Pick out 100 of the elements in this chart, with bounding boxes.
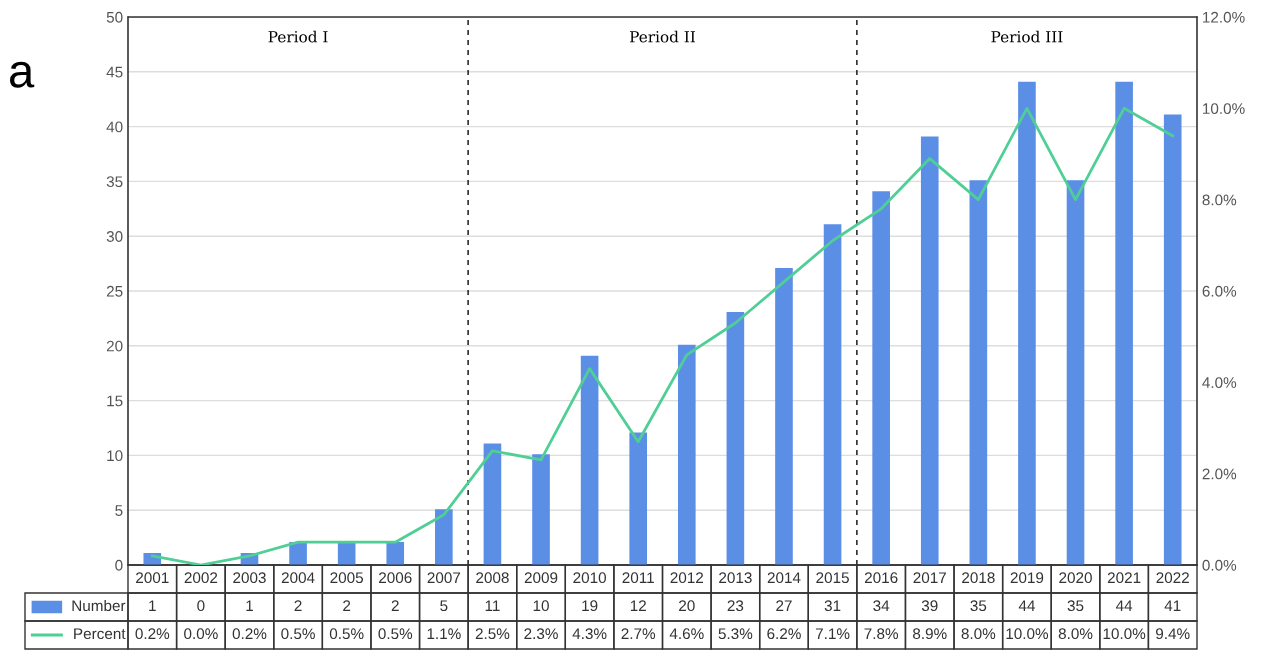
data-label: 34 xyxy=(873,600,890,612)
bar xyxy=(532,454,550,565)
data-label: 27 xyxy=(776,600,792,611)
data-label: 2 xyxy=(391,600,399,611)
x-tick-label: 2009 xyxy=(524,572,558,584)
x-tick-label: 2007 xyxy=(427,572,461,584)
data-label: 2.5% xyxy=(475,628,510,640)
x-tick-label: 2013 xyxy=(719,572,752,584)
x-tick-label: 2019 xyxy=(1010,572,1044,584)
x-tick-label: 2014 xyxy=(767,572,801,584)
data-label: 4.6% xyxy=(669,628,704,640)
data-label: 35 xyxy=(1067,600,1084,612)
line-series xyxy=(150,106,1175,565)
data-label: 20 xyxy=(679,600,695,612)
data-label: 10 xyxy=(533,600,549,612)
x-tick-label: 2022 xyxy=(1156,572,1189,584)
bar xyxy=(775,268,793,565)
data-label: 39 xyxy=(921,600,938,612)
y-tick-label: 40 xyxy=(106,121,123,133)
data-label: 6.2% xyxy=(767,628,801,640)
data-label: 19 xyxy=(582,600,598,612)
x-tick-label: 2006 xyxy=(379,572,412,584)
y-tick-label: 20 xyxy=(106,340,123,352)
data-label: 0.2% xyxy=(232,628,267,640)
text: a xyxy=(10,61,35,88)
bar xyxy=(1066,180,1085,565)
x-tick-label: 2005 xyxy=(330,572,364,584)
x-tick-label: 2010 xyxy=(573,572,607,584)
bar xyxy=(920,136,939,565)
x-tick-label: 2011 xyxy=(622,572,654,584)
bar xyxy=(629,432,648,565)
annotation: Period III xyxy=(991,30,1063,43)
data-label: 0.0% xyxy=(184,628,218,640)
data-label: 2.3% xyxy=(524,628,558,640)
data-label: 1 xyxy=(149,600,156,611)
y2-tick-label: 2.0% xyxy=(1202,468,1237,480)
data-label: 0.5% xyxy=(281,628,315,640)
data-label: 0.5% xyxy=(378,628,413,640)
x-tick-label: 2017 xyxy=(913,572,946,584)
legend-label: Percent xyxy=(74,628,126,640)
data-label: 0.2% xyxy=(135,628,170,640)
bar xyxy=(1163,114,1182,565)
bar xyxy=(872,191,890,565)
y2-tick-label: 0.0% xyxy=(1202,559,1237,571)
data-label: 8.0% xyxy=(1058,628,1093,640)
data-label: 8.0% xyxy=(961,628,996,640)
y-tick-label: 30 xyxy=(106,231,123,242)
x-tick-label: 2004 xyxy=(281,572,315,584)
bar xyxy=(1018,81,1036,565)
data-label: 44 xyxy=(1018,600,1035,611)
data-label: 35 xyxy=(970,600,987,612)
data-label: 8.9% xyxy=(913,628,947,640)
y-tick-label: 10 xyxy=(107,450,123,462)
data-label: 2 xyxy=(343,600,351,611)
x-tick-label: 2001 xyxy=(136,572,169,584)
x-tick-label: 2020 xyxy=(1059,572,1092,584)
y-tick-label: 45 xyxy=(106,66,123,78)
x-tick-label: 2003 xyxy=(233,572,266,584)
y-tick-label: 15 xyxy=(107,395,123,407)
bar xyxy=(1115,81,1133,565)
x-tick-label: 2016 xyxy=(864,572,898,584)
y-tick-label: 25 xyxy=(106,285,123,297)
bar xyxy=(435,509,453,565)
data-label: 7.8% xyxy=(864,628,899,640)
y-tick-label: 35 xyxy=(106,176,123,188)
data-label: 23 xyxy=(727,600,744,612)
data-label: 1.1% xyxy=(427,628,461,640)
data-label: 9.4% xyxy=(1156,628,1190,640)
x-tick-label: 2012 xyxy=(670,572,704,584)
bar xyxy=(677,344,696,565)
y2-tick-label: 8.0% xyxy=(1202,194,1237,206)
data-label: 0 xyxy=(197,600,205,612)
data-label: 10.0% xyxy=(1006,628,1049,640)
y2-tick-label: 10.0% xyxy=(1203,103,1245,115)
bar xyxy=(726,311,745,565)
y2-tick-label: 4.0% xyxy=(1202,377,1237,389)
data-label: 12 xyxy=(630,600,646,611)
bar xyxy=(969,180,988,565)
annotation: Period I xyxy=(268,30,328,43)
data-label: 2 xyxy=(294,600,302,611)
x-tick-label: 2015 xyxy=(816,572,849,584)
data-label: 44 xyxy=(1115,600,1133,611)
y2-tick-label: 12.0% xyxy=(1203,11,1245,23)
y-tick-label: 0 xyxy=(115,559,123,571)
annotation: Period II xyxy=(629,30,696,43)
data-label: 2.7% xyxy=(621,628,656,640)
bar xyxy=(823,224,842,565)
x-tick-label: 2021 xyxy=(1107,572,1141,584)
x-tick-label: 2002 xyxy=(184,572,218,584)
x-tick-label: 2008 xyxy=(476,572,509,584)
data-label: 5 xyxy=(440,600,448,612)
data-label: 10.0% xyxy=(1103,628,1146,640)
y-tick-label: 50 xyxy=(106,11,123,23)
bar xyxy=(483,443,502,565)
x-tick-label: 2018 xyxy=(962,572,995,584)
bar xyxy=(386,542,405,565)
data-label: 5.3% xyxy=(718,628,753,640)
y2-tick-label: 6.0% xyxy=(1202,285,1237,297)
legend-label: Number xyxy=(72,599,126,612)
data-label: 11 xyxy=(485,600,500,611)
